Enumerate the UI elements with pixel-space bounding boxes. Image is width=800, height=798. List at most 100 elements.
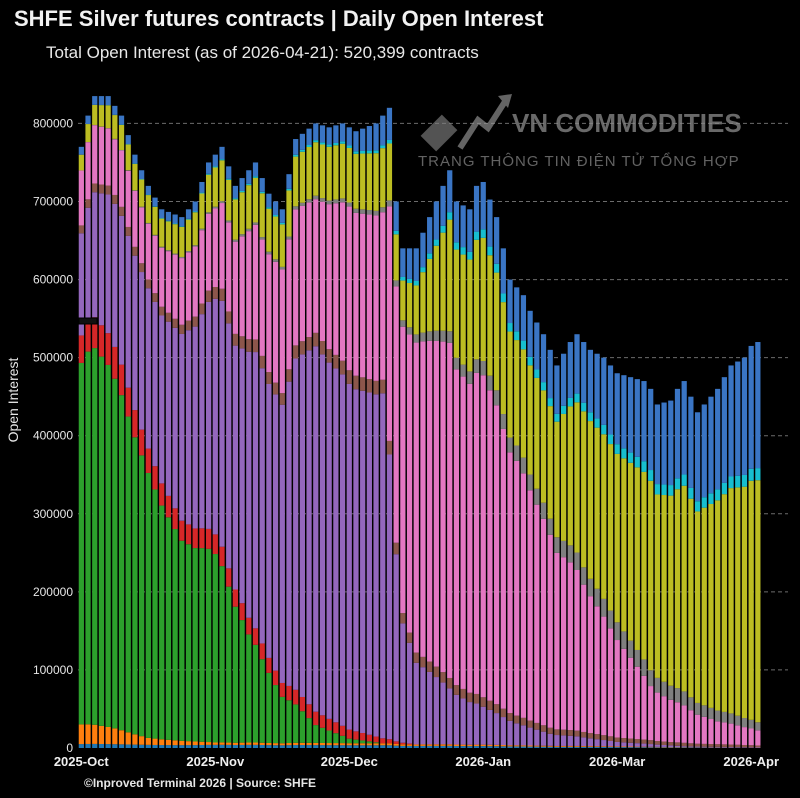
bar-segment [293, 345, 299, 359]
bar-segment [219, 203, 225, 289]
bar-segment [527, 310, 533, 357]
bar-segment [360, 377, 366, 391]
bar-segment [185, 741, 192, 746]
bar-segment [701, 746, 707, 748]
bar-segment [447, 744, 453, 746]
bar-segment [112, 194, 118, 204]
bar-segment [601, 598, 607, 617]
bar-segment [118, 115, 125, 125]
bar-segment [534, 729, 540, 746]
bar-segment [634, 739, 640, 744]
bar-segment [721, 494, 727, 712]
bar-segment [279, 269, 285, 394]
bar-segment [139, 429, 145, 456]
bar-segment [346, 729, 352, 739]
bar-segment [333, 745, 339, 748]
bar-segment [232, 333, 239, 346]
bar-segment [192, 528, 198, 549]
bar-segment [185, 251, 192, 253]
bar-segment [520, 349, 527, 458]
bar-segment [487, 746, 493, 748]
bar-segment [587, 412, 594, 422]
bar-segment [272, 745, 279, 748]
bar-segment [494, 272, 500, 391]
bar-segment [386, 107, 393, 140]
bar-segment [601, 434, 607, 599]
bar-segment [554, 552, 560, 730]
bar-segment [601, 424, 607, 435]
bar-segment [293, 358, 299, 690]
bar-segment [507, 720, 513, 746]
bar-segment [299, 205, 305, 342]
bar-segment [413, 280, 419, 286]
bar-segment [319, 341, 326, 355]
bar-segment [668, 495, 674, 686]
bar-segment [386, 440, 393, 455]
bar-segment [105, 185, 111, 195]
bar-segment [179, 333, 185, 521]
bar-segment [179, 226, 185, 227]
y-axis-label: Open Interest [5, 357, 21, 442]
bar-segment [112, 346, 118, 379]
bar-segment [688, 743, 694, 747]
bar-segment [427, 744, 433, 746]
bar-segment [427, 661, 433, 672]
bar-segment [179, 740, 185, 746]
bar-segment [487, 390, 493, 701]
bar-segment [172, 214, 178, 224]
bar-segment [105, 726, 111, 745]
bar-segment [715, 744, 721, 747]
bar-segment [500, 746, 506, 748]
bar-segment [420, 267, 426, 273]
bar-segment [159, 306, 165, 316]
bar-segment [85, 724, 91, 744]
bar-segment [427, 258, 433, 332]
bar-segment [326, 127, 332, 145]
bar-segment [159, 483, 165, 506]
bar-segment [219, 300, 225, 547]
bar-segment [447, 212, 453, 220]
bar-segment [373, 743, 379, 746]
bar-segment [500, 717, 506, 746]
bar-segment [78, 170, 84, 226]
bar-segment [386, 739, 393, 744]
x-tick-label: 2025-Oct [54, 754, 110, 769]
bar-segment [199, 303, 205, 315]
bar-segment [319, 745, 326, 748]
bar-segment [319, 198, 326, 202]
bar-segment [627, 377, 634, 453]
bar-segment [748, 345, 754, 469]
y-tick-label: 400000 [33, 429, 73, 443]
bar-segment [306, 147, 312, 200]
bar-segment [581, 737, 587, 747]
bar-segment [406, 282, 413, 328]
bar-segment [701, 716, 707, 744]
bar-segment [279, 743, 285, 746]
bar-segment [755, 342, 761, 469]
bar-segment [152, 234, 158, 236]
bar-segment [373, 745, 379, 748]
bar-segment [534, 504, 540, 723]
bar-segment [299, 151, 305, 203]
bar-segment [326, 144, 332, 147]
bar-segment [621, 746, 627, 748]
bar-segment [105, 105, 111, 129]
bar-segment [313, 745, 319, 748]
bar-segment [581, 746, 587, 748]
bar-segment [487, 255, 493, 376]
bar-segment [333, 125, 339, 143]
bar-segment [165, 321, 172, 496]
bar-segment [246, 185, 252, 229]
bar-segment [226, 744, 232, 748]
bar-segment [453, 369, 460, 686]
bar-segment [406, 743, 413, 745]
bar-segment [226, 586, 232, 743]
bar-segment [487, 199, 493, 247]
bar-segment [199, 314, 205, 529]
bar-segment [540, 334, 547, 383]
bar-segment [212, 167, 218, 207]
bar-segment [433, 745, 439, 748]
bar-segment [85, 743, 91, 748]
bar-segment [118, 149, 125, 151]
bar-segment [467, 744, 473, 747]
